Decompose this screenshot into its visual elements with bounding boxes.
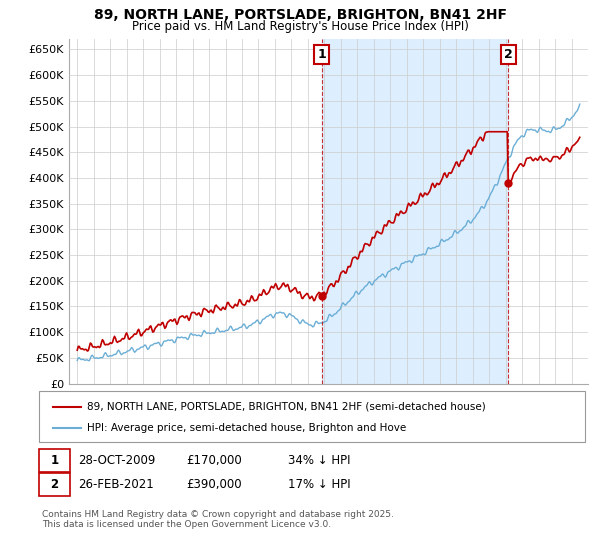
Text: 26-FEB-2021: 26-FEB-2021 — [78, 478, 154, 491]
Text: 2: 2 — [50, 478, 59, 491]
Text: 34% ↓ HPI: 34% ↓ HPI — [288, 454, 350, 467]
Bar — [322, 39, 508, 384]
Text: £170,000: £170,000 — [186, 454, 242, 467]
Text: 89, NORTH LANE, PORTSLADE, BRIGHTON, BN41 2HF (semi-detached house): 89, NORTH LANE, PORTSLADE, BRIGHTON, BN4… — [87, 402, 486, 412]
Text: 1: 1 — [50, 454, 59, 467]
Text: 89, NORTH LANE, PORTSLADE, BRIGHTON, BN41 2HF: 89, NORTH LANE, PORTSLADE, BRIGHTON, BN4… — [94, 8, 506, 22]
Text: 28-OCT-2009: 28-OCT-2009 — [78, 454, 155, 467]
Text: 1: 1 — [317, 48, 326, 61]
Text: HPI: Average price, semi-detached house, Brighton and Hove: HPI: Average price, semi-detached house,… — [87, 423, 406, 433]
Text: Price paid vs. HM Land Registry's House Price Index (HPI): Price paid vs. HM Land Registry's House … — [131, 20, 469, 32]
Text: 17% ↓ HPI: 17% ↓ HPI — [288, 478, 350, 491]
Text: 2: 2 — [504, 48, 512, 61]
Text: Contains HM Land Registry data © Crown copyright and database right 2025.
This d: Contains HM Land Registry data © Crown c… — [42, 510, 394, 529]
Text: £390,000: £390,000 — [186, 478, 242, 491]
